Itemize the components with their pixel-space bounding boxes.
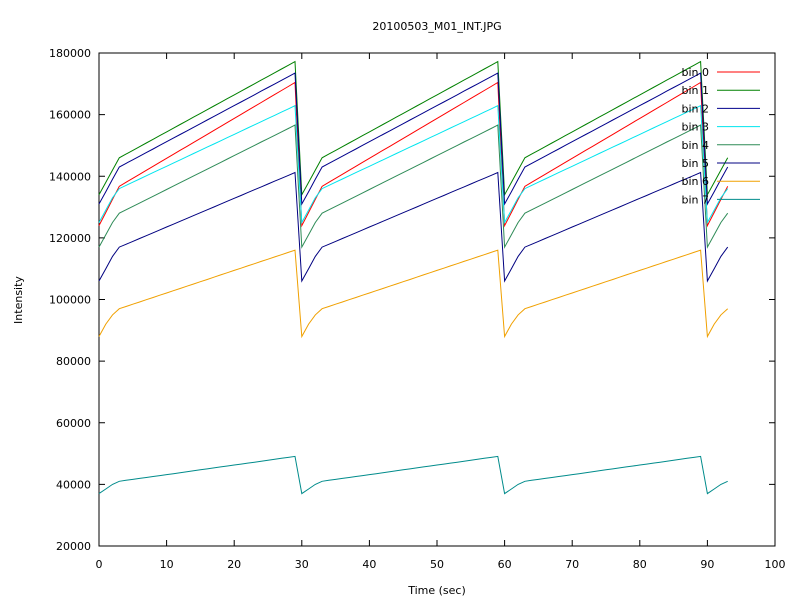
y-tick-label: 140000 bbox=[49, 170, 91, 183]
series-line-bin-7 bbox=[98, 455, 728, 495]
x-tick-label: 60 bbox=[498, 558, 512, 571]
legend-label: bin 7 bbox=[681, 193, 709, 206]
x-tick-label: 80 bbox=[633, 558, 647, 571]
legend-label: bin 5 bbox=[681, 157, 709, 170]
y-tick-label: 60000 bbox=[56, 417, 91, 430]
y-axis-label: Intensity bbox=[12, 276, 25, 324]
x-tick-label: 50 bbox=[430, 558, 444, 571]
series-line-bin-0 bbox=[98, 81, 729, 228]
series-line-bin-4 bbox=[98, 124, 729, 249]
x-tick-label: 90 bbox=[700, 558, 714, 571]
legend-label: bin 0 bbox=[681, 66, 709, 79]
x-axis-label: Time (sec) bbox=[407, 584, 466, 597]
x-tick-label: 0 bbox=[96, 558, 103, 571]
x-tick-label: 30 bbox=[295, 558, 309, 571]
y-tick-label: 180000 bbox=[49, 47, 91, 60]
y-tick-label: 160000 bbox=[49, 109, 91, 122]
series-line-bin-6 bbox=[98, 249, 729, 339]
series-group bbox=[98, 60, 729, 495]
series-line-bin-5 bbox=[98, 171, 729, 283]
x-axis: 0 10 20 30 40 50 60 70 80 90 100 bbox=[96, 53, 786, 571]
y-tick-label: 100000 bbox=[49, 294, 91, 307]
series-line-bin-2 bbox=[98, 72, 729, 206]
x-tick-label: 100 bbox=[765, 558, 786, 571]
x-tick-label: 20 bbox=[227, 558, 241, 571]
y-tick-label: 120000 bbox=[49, 232, 91, 245]
legend-label: bin 3 bbox=[681, 121, 709, 134]
y-tick-label: 40000 bbox=[56, 478, 91, 491]
x-tick-label: 40 bbox=[362, 558, 376, 571]
chart-title: 20100503_M01_INT.JPG bbox=[372, 20, 501, 33]
legend-label: bin 1 bbox=[681, 84, 709, 97]
plot-frame bbox=[98, 52, 776, 547]
y-tick-label: 20000 bbox=[56, 540, 91, 553]
x-tick-label: 10 bbox=[160, 558, 174, 571]
y-tick-label: 80000 bbox=[56, 355, 91, 368]
x-tick-label: 70 bbox=[565, 558, 579, 571]
legend-label: bin 4 bbox=[681, 139, 709, 152]
legend-label: bin 6 bbox=[681, 175, 709, 188]
legend-label: bin 2 bbox=[681, 102, 709, 115]
legend: bin 0 bin 1 bin 2 bin 3 bin 4 bin 5 bin 6 bin 7 bbox=[681, 66, 760, 206]
series-line-bin-3 bbox=[98, 104, 729, 225]
y-axis: 20000 40000 60000 80000 100000 120000 140000 16… bbox=[49, 47, 775, 553]
series-line-bin-1 bbox=[98, 60, 729, 197]
